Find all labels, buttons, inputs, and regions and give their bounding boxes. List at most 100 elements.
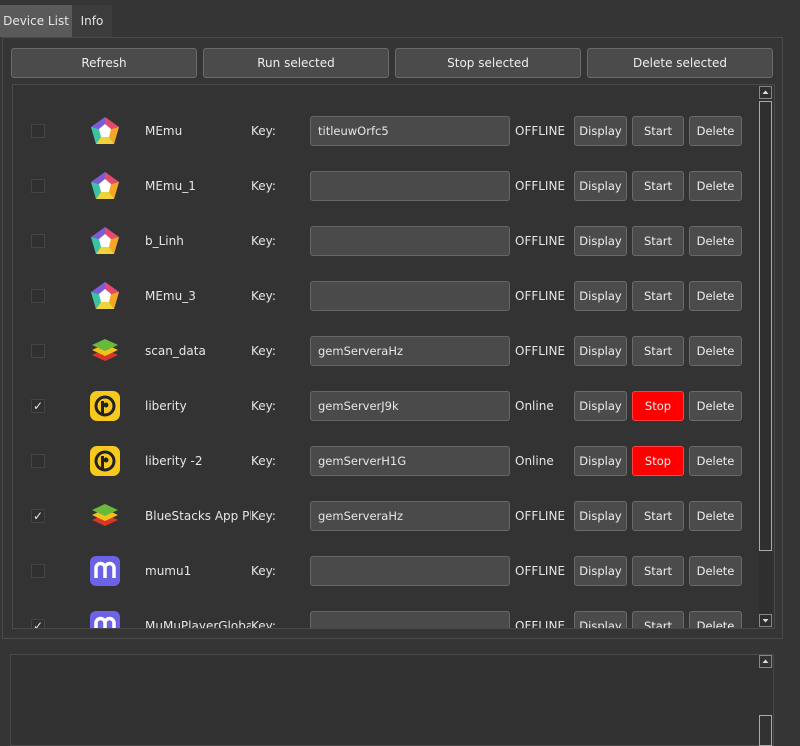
delete-button[interactable]: Delete [689,226,742,256]
log-scroll-up[interactable] [759,655,772,668]
key-label: Key: [251,124,276,138]
device-icon [91,227,119,254]
display-button[interactable]: Display [574,391,627,421]
tab[interactable]: Device List [0,5,72,37]
key-input[interactable] [310,556,510,586]
checkbox[interactable] [31,289,45,303]
display-button[interactable]: Display [574,556,627,586]
stop-button[interactable]: Stop [632,391,684,421]
key-label: Key: [251,564,276,578]
key-input[interactable]: gemServerJ9k [310,391,510,421]
checkbox[interactable]: ✓ [31,619,45,628]
start-button[interactable]: Start [632,556,684,586]
tab[interactable]: Info [72,5,112,37]
device-icon [91,282,119,309]
checkbox[interactable] [31,124,45,138]
start-button[interactable]: Start [632,281,684,311]
key-input[interactable]: gemServerH1G [310,446,510,476]
status: OFFLINE [515,564,566,578]
key-label: Key: [251,399,276,413]
device-row: liberity -2 Key: gemServerH1G Online Display… [13,433,758,488]
scroll-thumb[interactable] [759,101,772,551]
start-button[interactable]: Start [632,611,684,628]
key-label: Key: [251,289,276,303]
scroll-down[interactable] [759,614,772,627]
device-row: MEmu Key: titleuwOrfc5 OFFLINE Display Start D… [13,103,758,158]
device-row: b_Linh Key: OFFLINE Display Start Delete [13,213,758,268]
key-input[interactable] [310,611,510,628]
checkbox[interactable]: ✓ [31,399,45,413]
display-button[interactable]: Display [574,226,627,256]
display-button[interactable]: Display [574,446,627,476]
key-input[interactable]: gemServeraHz [310,501,510,531]
device-row: ✓ BlueStacks App PlayeKey: gemServeraHz OFF… [13,488,758,543]
delete-button[interactable]: Delete [689,336,742,366]
device-name: BlueStacks App Playe [145,509,251,523]
display-button[interactable]: Display [574,336,627,366]
display-button[interactable]: Display [574,501,627,531]
checkbox[interactable] [31,564,45,578]
delete-button[interactable]: Delete [689,501,742,531]
device-row: scan_data Key: gemServeraHz OFFLINE Display S… [13,323,758,378]
delete-button[interactable]: Delete [689,391,742,421]
device-row: ✓ liberity Key: gemServerJ9k Online Display St… [13,378,758,433]
checkbox[interactable] [31,344,45,358]
device-icon [90,446,120,476]
key-input[interactable]: titleuwOrfc5 [310,116,510,146]
start-button[interactable]: Start [632,336,684,366]
delete-button[interactable]: Delete [689,556,742,586]
start-button[interactable]: Start [632,116,684,146]
device-name: mumu1 [145,564,192,578]
key-input[interactable] [310,281,510,311]
delete-button[interactable]: Delete [689,116,742,146]
log-scroll-thumb[interactable] [759,715,772,746]
display-button[interactable]: Display [574,171,627,201]
toolbar-button[interactable]: Run selected [203,48,389,78]
toolbar-button[interactable]: Delete selected [587,48,773,78]
key-label: Key: [251,234,276,248]
status: OFFLINE [515,509,566,523]
device-icon [91,117,119,144]
device-row: ✓ MuMuPlayerGlobal-12Key: OFFLINE Display St… [13,598,758,628]
display-button[interactable]: Display [574,611,627,628]
status: OFFLINE [515,179,566,193]
scroll-up[interactable] [759,86,772,99]
key-input[interactable]: gemServeraHz [310,336,510,366]
device-name: liberity -2 [145,454,203,468]
arrow-up [762,90,769,94]
checkbox[interactable] [31,454,45,468]
status: OFFLINE [515,234,566,248]
display-button[interactable]: Display [574,116,627,146]
delete-button[interactable]: Delete [689,171,742,201]
scrollbar[interactable] [759,86,772,627]
toolbar-button[interactable]: Stop selected [395,48,581,78]
device-icon [90,556,120,586]
arrow-up [762,659,769,663]
device-name: liberity [145,399,187,413]
start-button[interactable]: Start [632,171,684,201]
arrow-down [762,619,769,623]
delete-button[interactable]: Delete [689,281,742,311]
delete-button[interactable]: Delete [689,446,742,476]
device-row: MEmu_1 Key: OFFLINE Display Start Delete [13,158,758,213]
checkbox[interactable]: ✓ [31,509,45,523]
key-input[interactable] [310,226,510,256]
device-name: MEmu_1 [145,179,196,193]
delete-button[interactable]: Delete [689,611,742,628]
start-button[interactable]: Start [632,501,684,531]
device-icon [90,611,120,628]
device-icon [92,504,118,526]
checkbox[interactable] [31,234,45,248]
start-button[interactable]: Start [632,226,684,256]
device-name: b_Linh [145,234,184,248]
stop-button[interactable]: Stop [632,446,684,476]
log-area [10,654,774,746]
status: Online [515,399,554,413]
device-list: MEmu Key: titleuwOrfc5 OFFLINE Display Start D… [12,84,775,629]
checkbox[interactable] [31,179,45,193]
toolbar-button[interactable]: Refresh [11,48,197,78]
key-input[interactable] [310,171,510,201]
key-label: Key: [251,344,276,358]
key-label: Key: [251,179,276,193]
display-button[interactable]: Display [574,281,627,311]
